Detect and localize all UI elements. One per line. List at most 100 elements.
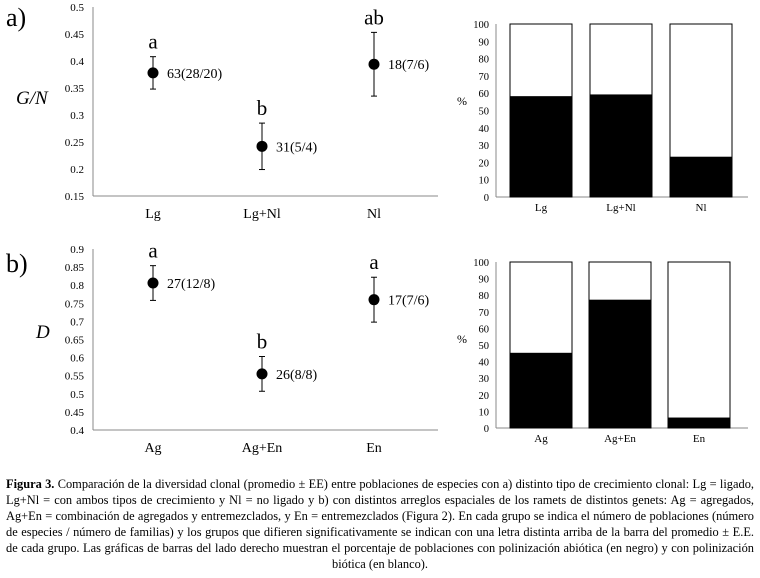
panel-b-label: b) [6, 249, 28, 278]
bar-a-category-label: Nl [696, 202, 707, 214]
figure-3: a) G/N 0.5 0.45 0.4 0.35 0.3 0.25 0.2 0.15 63(2… [6, 2, 748, 456]
panel-b-category-label: Ag+En [242, 441, 283, 456]
figure-caption: Figura 3. Comparación de la diversidad c… [6, 476, 754, 572]
panel-b-marks: 27(12/8) a Ag 26(8/8) b Ag+En 17(7/6) a En [144, 239, 429, 456]
panel-a-significance-letter: ab [364, 5, 384, 29]
bar-a-ytick-label: 20 [479, 158, 490, 169]
panel-b-n-annotation: 26(8/8) [276, 368, 318, 383]
bar-b-ytick-label: 20 [479, 391, 490, 402]
panel-a-y-ticks: 0.5 0.45 0.4 0.35 0.3 0.25 0.2 0.15 [65, 2, 85, 203]
panel-b-significance-letter: a [369, 250, 379, 274]
panel-b-ytick-label: 0.7 [70, 316, 84, 328]
panel-a-mean-point [147, 67, 159, 79]
panel-b-mean-point [147, 277, 159, 289]
bar-a-ytick-label: 10 [479, 176, 490, 187]
bar-b-ytick-label: 80 [479, 291, 490, 302]
panel-b-ytick-label: 0.9 [70, 244, 84, 256]
panel-a-ytick-label: 0.2 [70, 164, 84, 176]
panel-b-significance-letter: b [257, 330, 268, 354]
bar-b-category-label: Ag+En [604, 433, 636, 445]
panel-b-significance-letter: a [148, 239, 158, 263]
panel-b-ytick-label: 0.65 [65, 335, 85, 347]
bar-a-ytick-label: 50 [479, 107, 490, 118]
panel-a-mean-point [368, 58, 380, 70]
panel-a-ytick-label: 0.25 [65, 137, 85, 149]
bar-a-ytick-label: 90 [479, 37, 490, 48]
bar-b-bar-biotic [667, 261, 731, 429]
bar-a-category-label: Lg [535, 202, 548, 214]
bar-b-bar-abiotic [667, 417, 731, 429]
panel-b-ytick-label: 0.85 [65, 262, 85, 274]
panel-b-ytick-label: 0.45 [65, 407, 85, 419]
bar-a-ytick-label: 100 [473, 20, 489, 31]
panel-a-category-label: Lg [145, 207, 161, 222]
panel-b-ytick-label: 0.55 [65, 371, 85, 383]
panel-b-mean-point [256, 368, 268, 380]
panel-b-y-ticks: 0.9 0.85 0.8 0.75 0.7 0.65 0.6 0.55 0.5 0.45 0.4 [65, 244, 85, 437]
bar-b-ytick-label: 70 [479, 308, 490, 319]
bar-a-bar-abiotic [669, 156, 733, 198]
bar-a-bar-abiotic [589, 94, 653, 198]
panel-a-ytick-label: 0.15 [65, 191, 85, 203]
panel-a-significance-letter: a [148, 30, 158, 54]
bar-a-ytick-label: 0 [484, 193, 489, 204]
bar-a-marks: Lg Lg+Nl Nl [509, 23, 733, 214]
panel-a-ytick-label: 0.3 [70, 110, 84, 122]
bar-b-ytick-label: 40 [479, 358, 490, 369]
panel-b-mean-point [368, 294, 380, 306]
panel-a-ylabel: G/N [16, 88, 49, 109]
panel-a-n-annotation: 63(28/20) [167, 67, 223, 82]
bar-a-ylabel: % [457, 94, 467, 108]
bar-a-ytick-label: 40 [479, 124, 490, 135]
panel-a-mean-point [256, 140, 268, 152]
panel-a-n-annotation: 18(7/6) [388, 58, 430, 73]
panel-b-ytick-label: 0.4 [70, 425, 84, 437]
bar-b-ylabel: % [457, 332, 467, 346]
bar-b-bar-abiotic [509, 352, 573, 429]
panel-b-n-annotation: 27(12/8) [167, 277, 216, 292]
panel-b-category-label: En [366, 441, 382, 456]
bar-b-ytick-label: 0 [484, 424, 489, 435]
caption-text: Comparación de la diversidad clonal (pro… [6, 477, 754, 571]
panel-a-marks: 63(28/20) a Lg 31(5/4) b Lg+Nl 18(7/6) ab Nl [145, 5, 429, 222]
panel-b-n-annotation: 17(7/6) [388, 294, 430, 309]
panel-b-ytick-label: 0.8 [70, 280, 84, 292]
bar-b-bar-abiotic [588, 299, 652, 429]
caption-figure-number: Figura 3. [6, 477, 55, 491]
panel-b-ytick-label: 0.75 [65, 298, 85, 310]
bar-b-ytick-label: 100 [473, 258, 489, 269]
panel-a-ytick-label: 0.35 [65, 83, 85, 95]
panel-a-ytick-label: 0.5 [70, 2, 84, 14]
panel-a-label: a) [6, 3, 26, 32]
panel-b-dotplot: b) D 0.9 0.85 0.8 0.75 0.7 0.65 0.6 0.55 0.5 0.45… [6, 239, 438, 456]
bar-b-ytick-label: 90 [479, 275, 490, 286]
bar-a-ytick-label: 60 [479, 89, 490, 100]
bar-b-category-label: En [693, 433, 706, 445]
panel-b-category-label: Ag [144, 441, 161, 456]
bar-a-ytick-label: 80 [479, 55, 490, 66]
panel-b-ytick-label: 0.5 [70, 389, 84, 401]
bar-b-ytick-label: 30 [479, 374, 490, 385]
bar-b-ytick-label: 60 [479, 324, 490, 335]
panel-a-ytick-label: 0.45 [65, 29, 85, 41]
bar-b-ytick-label: 50 [479, 341, 490, 352]
panel-a-n-annotation: 31(5/4) [276, 140, 318, 155]
panel-b-ylabel: D [35, 322, 50, 343]
panel-b-ytick-label: 0.6 [70, 353, 84, 365]
panel-a-category-label: Nl [367, 207, 381, 222]
panel-a-significance-letter: b [257, 96, 268, 120]
panel-a-category-label: Lg+Nl [243, 207, 281, 222]
bar-a-bar-abiotic [509, 96, 573, 198]
panel-a-dotplot: a) G/N 0.5 0.45 0.4 0.35 0.3 0.25 0.2 0.15 63(2… [6, 2, 438, 222]
bar-a-ytick-label: 70 [479, 72, 490, 83]
bar-b-ytick-label: 10 [479, 407, 490, 418]
bar-b-marks: Ag Ag+En En [509, 261, 731, 445]
bar-a-ytick-label: 30 [479, 141, 490, 152]
panel-a-ytick-label: 0.4 [70, 56, 84, 68]
bar-a-category-label: Lg+Nl [606, 202, 635, 214]
bar-b-category-label: Ag [534, 433, 548, 445]
